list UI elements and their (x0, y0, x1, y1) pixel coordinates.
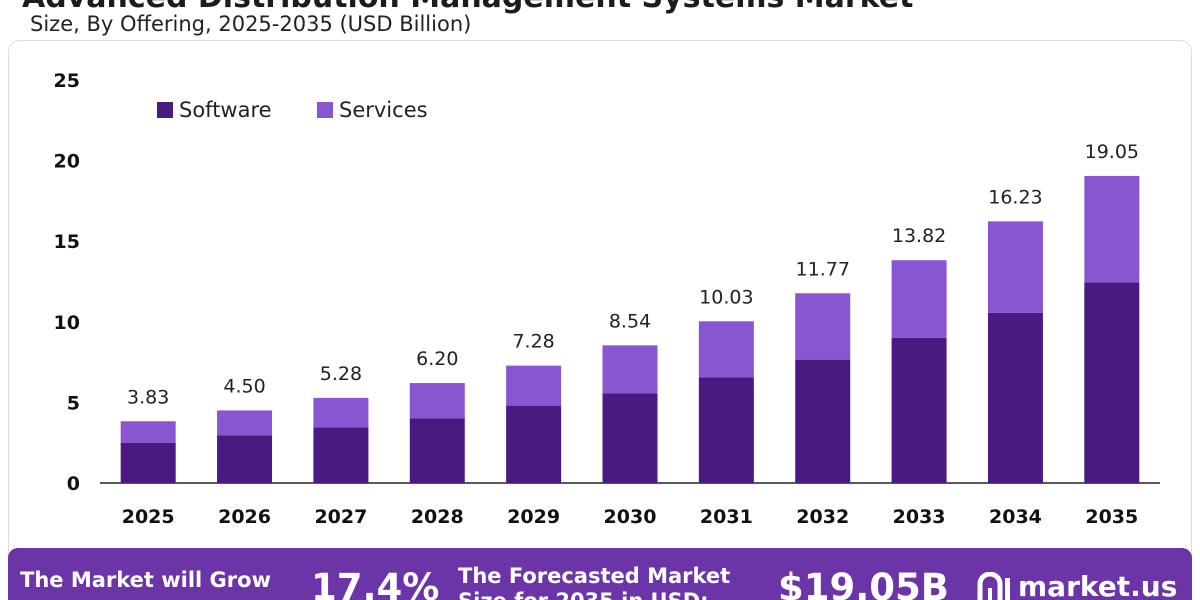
x-tick-label-2029: 2029 (507, 506, 560, 528)
bar-services-2031 (698, 321, 754, 378)
y-tick-label: 15 (54, 231, 80, 253)
x-tick-label-2031: 2031 (700, 506, 753, 528)
bar-services-2028 (409, 383, 465, 419)
bar-services-2035 (1084, 175, 1140, 283)
x-tick-label-2027: 2027 (314, 506, 367, 528)
legend-label-software: Software (179, 98, 272, 122)
data-label-2032: 11.77 (796, 258, 850, 280)
x-tick-label-2034: 2034 (989, 506, 1042, 528)
grow-label: The Market will Grow (20, 568, 271, 592)
bar-services-2027 (313, 397, 369, 428)
bar-software-2028 (409, 418, 465, 483)
bar-software-2030 (602, 393, 658, 483)
forecast-label-line1: The Forecasted Market (458, 564, 731, 588)
bar-software-2027 (313, 427, 369, 483)
market-us-logo-icon (977, 572, 1010, 600)
x-tick-label-2032: 2032 (796, 506, 849, 528)
x-tick-label-2033: 2033 (893, 506, 946, 528)
forecast-label: The Forecasted Market Size for 2035 in U… (458, 564, 730, 600)
data-label-2029: 7.28 (512, 331, 554, 353)
bar-services-2026 (217, 410, 273, 436)
data-label-2027: 5.28 (320, 363, 362, 385)
chart-subtitle: Size, By Offering, 2025-2035 (USD Billio… (30, 12, 472, 36)
data-label-2033: 13.82 (892, 225, 946, 247)
y-tick-label: 10 (54, 312, 80, 334)
bar-services-2030 (602, 345, 658, 394)
data-label-2026: 4.50 (223, 375, 265, 397)
y-tick-label: 20 (54, 151, 80, 173)
bar-software-2035 (1084, 282, 1140, 483)
legend-label-services: Services (339, 98, 428, 122)
y-tick-label: 25 (54, 70, 80, 92)
x-tick-label-2026: 2026 (218, 506, 271, 528)
bar-software-2025 (120, 442, 176, 483)
summary-banner: The Market will Grow 17.4% The Forecaste… (8, 548, 1192, 600)
y-tick-label: 0 (67, 473, 80, 495)
bar-software-2026 (217, 435, 273, 483)
forecast-value: $19.05B (778, 566, 949, 600)
bar-services-2034 (987, 221, 1043, 313)
bar-software-2032 (795, 359, 851, 483)
brand-name: market.us (1018, 570, 1178, 600)
stacked-bar-chart: 05101520253.8320254.5020265.2820276.2020… (54, 70, 1160, 528)
data-label-2034: 16.23 (988, 186, 1042, 208)
data-label-2035: 19.05 (1085, 141, 1139, 163)
bar-software-2029 (506, 405, 562, 483)
x-tick-label-2025: 2025 (122, 506, 175, 528)
x-tick-label-2028: 2028 (411, 506, 464, 528)
data-label-2025: 3.83 (127, 386, 169, 408)
bar-software-2034 (987, 312, 1043, 483)
legend-swatch-services (317, 102, 333, 118)
x-tick-label-2030: 2030 (604, 506, 657, 528)
legend-swatch-software (157, 102, 173, 118)
bar-services-2032 (795, 293, 851, 360)
x-tick-label-2035: 2035 (1085, 506, 1138, 528)
y-tick-label: 5 (67, 392, 80, 414)
data-label-2028: 6.20 (416, 348, 458, 370)
bar-services-2029 (506, 365, 562, 406)
data-label-2031: 10.03 (699, 286, 753, 308)
bar-software-2031 (698, 377, 754, 483)
bar-services-2025 (120, 421, 176, 443)
bar-software-2033 (891, 337, 947, 483)
data-label-2030: 8.54 (609, 310, 651, 332)
page-title: Advanced Distribution Management Systems… (22, 0, 914, 15)
cagr-value: 17.4% (311, 566, 440, 600)
bar-services-2033 (891, 260, 947, 338)
forecast-label-line2: Size for 2035 in USD: (458, 589, 730, 600)
